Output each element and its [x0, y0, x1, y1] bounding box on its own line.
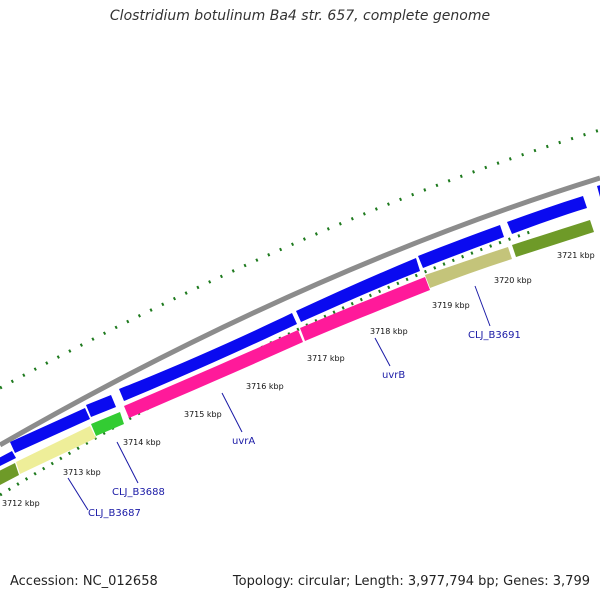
tick-label: 3717 kbp [307, 354, 345, 363]
leader-line [221, 392, 243, 433]
genome-summary: Topology: circular; Length: 3,977,794 bp… [232, 574, 590, 589]
feature-uvra [124, 330, 303, 418]
feature-olive-right [512, 220, 594, 257]
forward-cds-track [0, 185, 600, 466]
genome-backbone [0, 175, 600, 448]
cds-arrow [418, 225, 504, 268]
tick-label: 3721 kbp [557, 251, 595, 260]
feature-pale-yellow [16, 426, 96, 474]
leader-line [474, 285, 491, 327]
leader-line [116, 441, 139, 484]
tick-label: 3714 kbp [123, 438, 161, 447]
tick-label: 3718 kbp [370, 327, 408, 336]
map-title: Clostridium botulinum Ba4 str. 657, comp… [109, 8, 491, 24]
leader-line [67, 477, 89, 511]
cds-arrow [0, 451, 16, 466]
tick-label: 3712 kbp [2, 499, 40, 508]
gene-label-clj-b3691: CLJ_B3691 [468, 330, 521, 341]
gene-label-clj-b3688: CLJ_B3688 [112, 487, 165, 498]
gene-label-uvra: uvrA [232, 436, 255, 447]
feature-olive-left [0, 463, 19, 485]
cds-arrow [10, 408, 90, 453]
gene-label-uvrb: uvrB [382, 370, 405, 381]
cds-arrow [86, 395, 116, 417]
cds-arrow [296, 258, 420, 322]
gene-label-clj-b3687: CLJ_B3687 [88, 508, 141, 519]
tick-label: 3720 kbp [494, 276, 532, 285]
cds-arrow [119, 313, 297, 401]
tick-label: 3715 kbp [184, 410, 222, 419]
accession-label: Accession: NC_012658 [10, 574, 158, 589]
feature-khaki [425, 247, 512, 288]
feature-bright-green [91, 412, 124, 436]
tick-label: 3719 kbp [432, 301, 470, 310]
cds-arrow [507, 196, 587, 234]
kbp-labels: 3712 kbp 3713 kbp 3714 kbp 3715 kbp 3716… [2, 251, 595, 508]
feature-track [0, 220, 594, 485]
gene-label-lines [67, 285, 491, 511]
tick-label: 3716 kbp [246, 382, 284, 391]
feature-uvrb [300, 277, 430, 341]
gene-labels: CLJ_B3687 CLJ_B3688 uvrA uvrB CLJ_B3691 [88, 330, 521, 519]
leader-line [374, 337, 391, 367]
tick-label: 3713 kbp [63, 468, 101, 477]
cds-arrow [597, 185, 600, 197]
